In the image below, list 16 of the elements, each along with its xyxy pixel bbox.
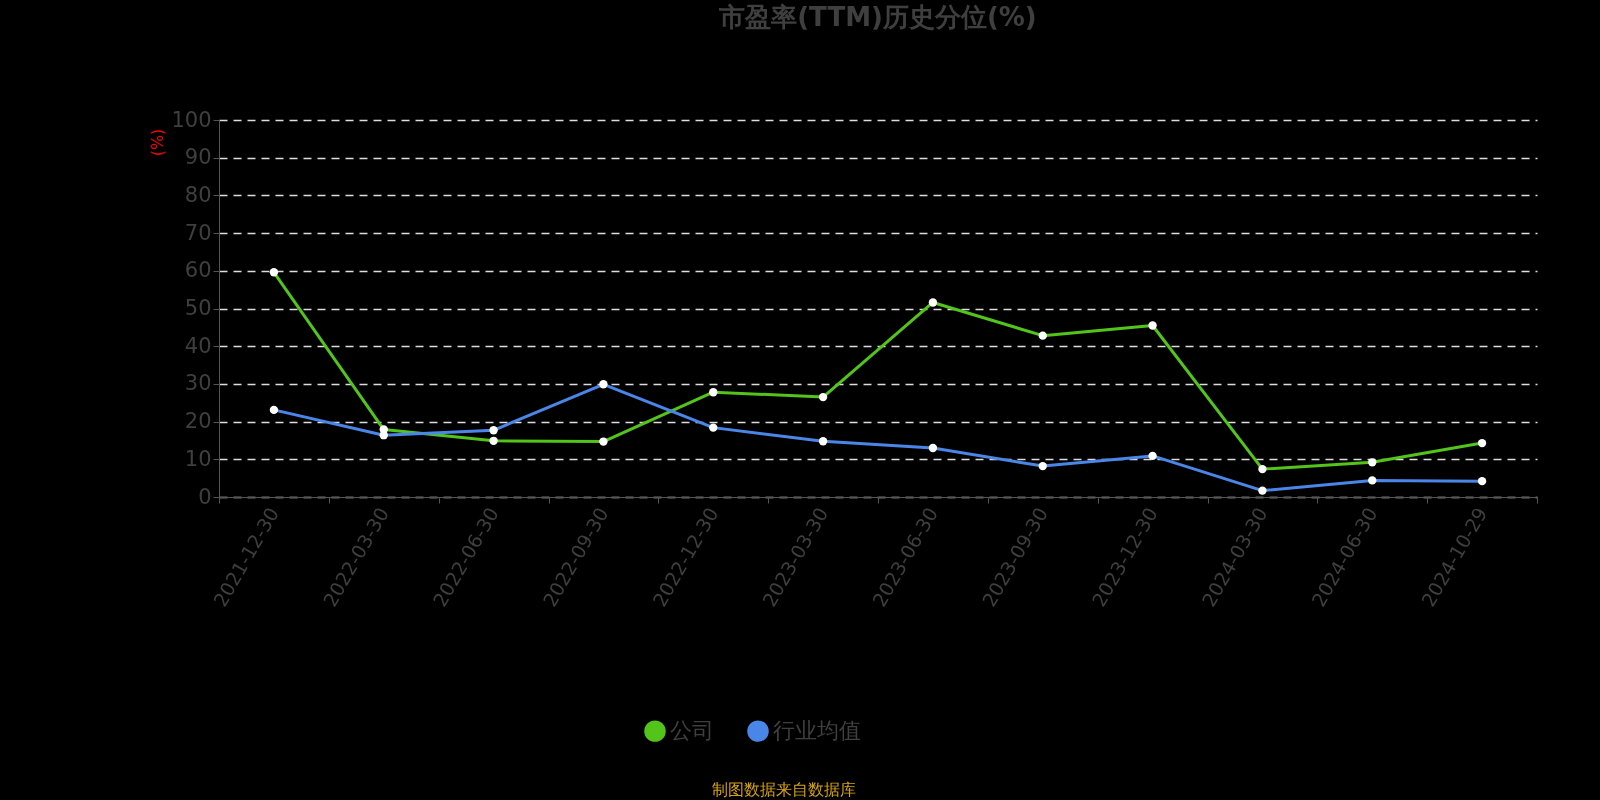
y-tick-label: 20: [184, 409, 212, 434]
text: 制图数据来自数据库: [712, 780, 856, 799]
chart-title: 市盈率(TTM)历史分位(%): [718, 2, 1037, 32]
y-tick-label: 50: [184, 296, 212, 320]
y-tick-label: 30: [184, 371, 212, 396]
legend-label: 行业均值: [773, 718, 861, 744]
y-tick-label: 70: [184, 220, 212, 245]
y-tick-label: 60: [184, 258, 212, 283]
y-tick-label: 100: [171, 107, 212, 132]
y-tick-label: 80: [184, 182, 212, 207]
y-tick-label: 40: [184, 333, 212, 358]
y-axis-title: (%): [147, 128, 167, 157]
y-tick-label: 10: [184, 446, 212, 471]
y-tick-label: 90: [184, 145, 212, 170]
y-tick-label: 0: [198, 484, 212, 509]
legend-label: 公司: [670, 718, 714, 744]
